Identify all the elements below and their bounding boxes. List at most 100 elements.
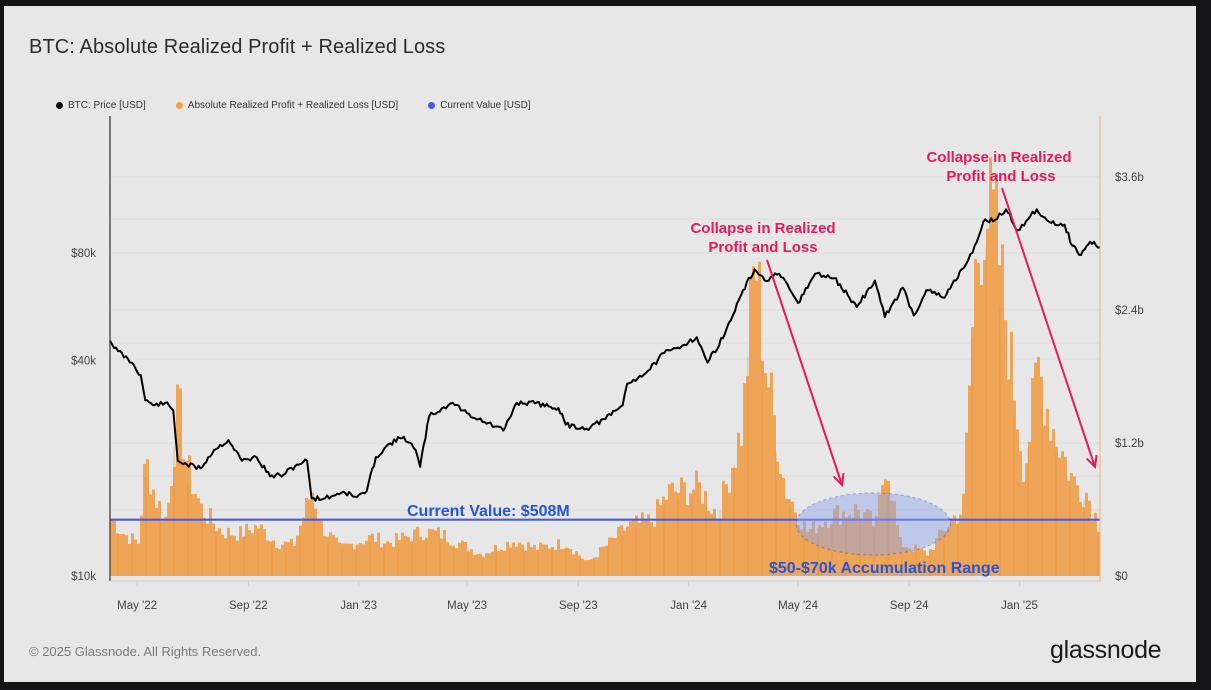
bar xyxy=(308,499,311,576)
bar xyxy=(1028,441,1031,576)
bar xyxy=(566,547,569,576)
bar xyxy=(521,544,524,576)
bar xyxy=(338,542,341,576)
bar xyxy=(500,549,503,576)
current-value-label: Current Value: $508M xyxy=(407,503,570,520)
bar xyxy=(242,536,245,576)
bar xyxy=(737,432,740,576)
bar xyxy=(314,508,317,576)
bar xyxy=(476,554,479,576)
bar xyxy=(377,532,380,576)
bar xyxy=(782,477,785,576)
bar xyxy=(1016,429,1019,576)
bar xyxy=(161,520,164,576)
bar xyxy=(962,493,965,576)
annotations: Collapse in Realized Profit and Loss Colla… xyxy=(407,149,1098,577)
bar xyxy=(563,548,566,576)
bar xyxy=(917,548,920,576)
bar xyxy=(779,473,782,576)
bar xyxy=(926,555,929,576)
bar xyxy=(950,518,953,576)
bar xyxy=(557,539,560,576)
bar xyxy=(986,228,989,577)
left-tick-label: $80k xyxy=(71,248,96,260)
bar xyxy=(125,535,128,576)
bar xyxy=(980,285,983,576)
bar xyxy=(470,549,473,576)
bar xyxy=(239,525,242,576)
bar xyxy=(953,515,956,576)
bar xyxy=(1034,362,1037,576)
bar xyxy=(731,467,734,576)
x-axis-ticks: May '22 Sep '22 Jan '23 May '23 Sep '23 Jan '… xyxy=(117,581,1038,612)
bar xyxy=(128,543,131,576)
bar xyxy=(815,533,818,576)
bar xyxy=(344,543,347,576)
bar xyxy=(704,490,707,576)
bar xyxy=(788,499,791,576)
bar xyxy=(311,492,314,576)
left-axis-ticks: $10k $40k $80k xyxy=(71,248,96,583)
bar xyxy=(449,545,452,576)
price-line xyxy=(109,208,1101,502)
bar xyxy=(860,519,863,576)
bar xyxy=(602,546,605,576)
bar xyxy=(872,525,875,576)
bar xyxy=(866,508,869,576)
bar xyxy=(959,514,962,576)
bar xyxy=(758,261,761,576)
bar xyxy=(1064,457,1067,576)
bar xyxy=(1019,451,1022,576)
bar xyxy=(299,525,302,576)
bar xyxy=(149,494,152,576)
bar xyxy=(908,548,911,576)
bar xyxy=(170,485,173,576)
bar xyxy=(641,512,644,576)
bar xyxy=(482,556,485,576)
bar xyxy=(1061,451,1064,576)
bar xyxy=(236,540,239,576)
bar xyxy=(386,541,389,576)
bar xyxy=(680,477,683,576)
bar xyxy=(278,549,281,576)
bar xyxy=(995,173,998,576)
bar xyxy=(875,516,878,576)
legend-item-current[interactable]: Current Value [USD] xyxy=(428,100,531,111)
bar xyxy=(548,548,551,576)
bar xyxy=(617,526,620,576)
x-tick-label: May '22 xyxy=(117,600,157,612)
legend-item-realized[interactable]: Absolute Realized Profit + Realized Loss… xyxy=(175,100,398,111)
bar xyxy=(194,493,197,576)
x-tick-label: May '24 xyxy=(778,600,819,612)
bars-series xyxy=(110,157,1100,577)
bar xyxy=(923,550,926,576)
bar xyxy=(230,535,233,576)
bar xyxy=(341,543,344,576)
x-tick-label: Sep '23 xyxy=(559,600,598,612)
left-tick-label: $40k xyxy=(71,356,96,368)
bar xyxy=(857,509,860,576)
copyright: © 2025 Glassnode. All Rights Reserved. xyxy=(29,644,262,659)
bar xyxy=(725,484,728,576)
bar xyxy=(1082,507,1085,576)
bar xyxy=(479,553,482,576)
annotation-collapse-2-line1: Collapse in Realized xyxy=(926,149,1071,166)
bar xyxy=(581,558,584,576)
bar xyxy=(647,514,650,576)
bar xyxy=(902,547,905,576)
bar xyxy=(173,466,176,576)
bar xyxy=(215,531,218,576)
bar xyxy=(272,540,275,576)
bar xyxy=(245,523,248,576)
bar xyxy=(398,539,401,576)
bar xyxy=(137,543,140,576)
bar xyxy=(224,538,227,576)
legend-item-price[interactable]: BTC: Price [USD] xyxy=(56,100,146,111)
bar xyxy=(284,541,287,576)
bar xyxy=(629,521,632,576)
bar xyxy=(911,551,914,576)
bar xyxy=(1001,244,1004,577)
bar xyxy=(452,546,455,576)
bar xyxy=(989,157,992,577)
bar xyxy=(473,555,476,576)
